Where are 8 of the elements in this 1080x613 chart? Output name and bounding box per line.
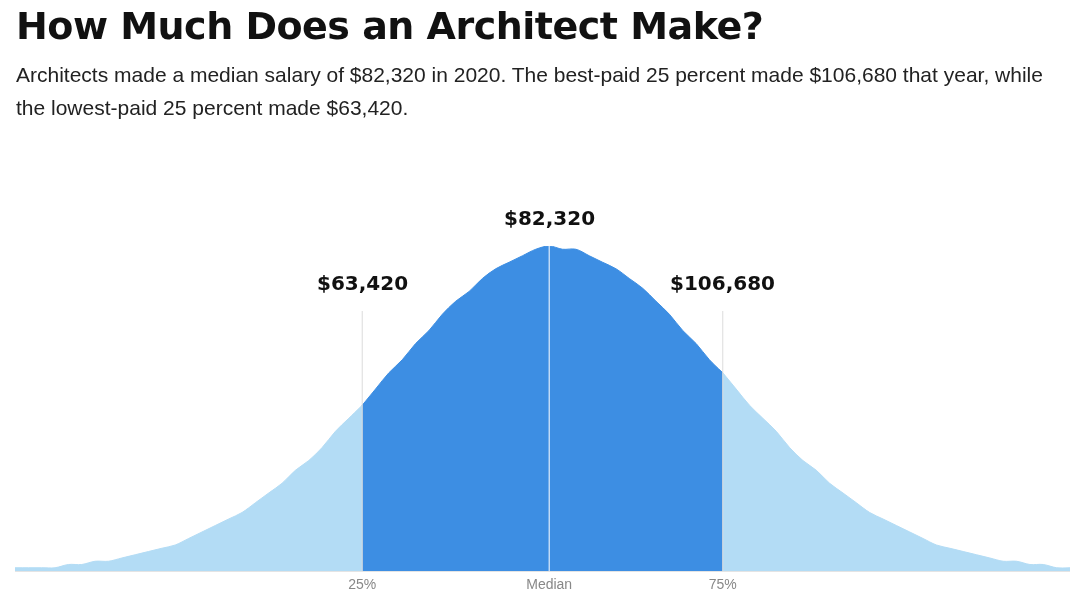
ref-line-label: $63,420 [317, 271, 409, 295]
x-tick-label: Median [526, 575, 573, 592]
chart-title: How Much Does an Architect Make? [16, 4, 765, 48]
x-tick-label: 25% [348, 575, 377, 592]
x-tick-label: 75% [708, 575, 737, 592]
ref-line-label: $106,680 [670, 271, 776, 295]
chart-subtitle: Architects made a median salary of $82,320 in 2020. The best-paid 25 percent made $106,680 that year, while the lowest-paid 25 percent made $63,420. [16, 62, 1044, 121]
ref-line-label: $82,320 [504, 206, 596, 230]
